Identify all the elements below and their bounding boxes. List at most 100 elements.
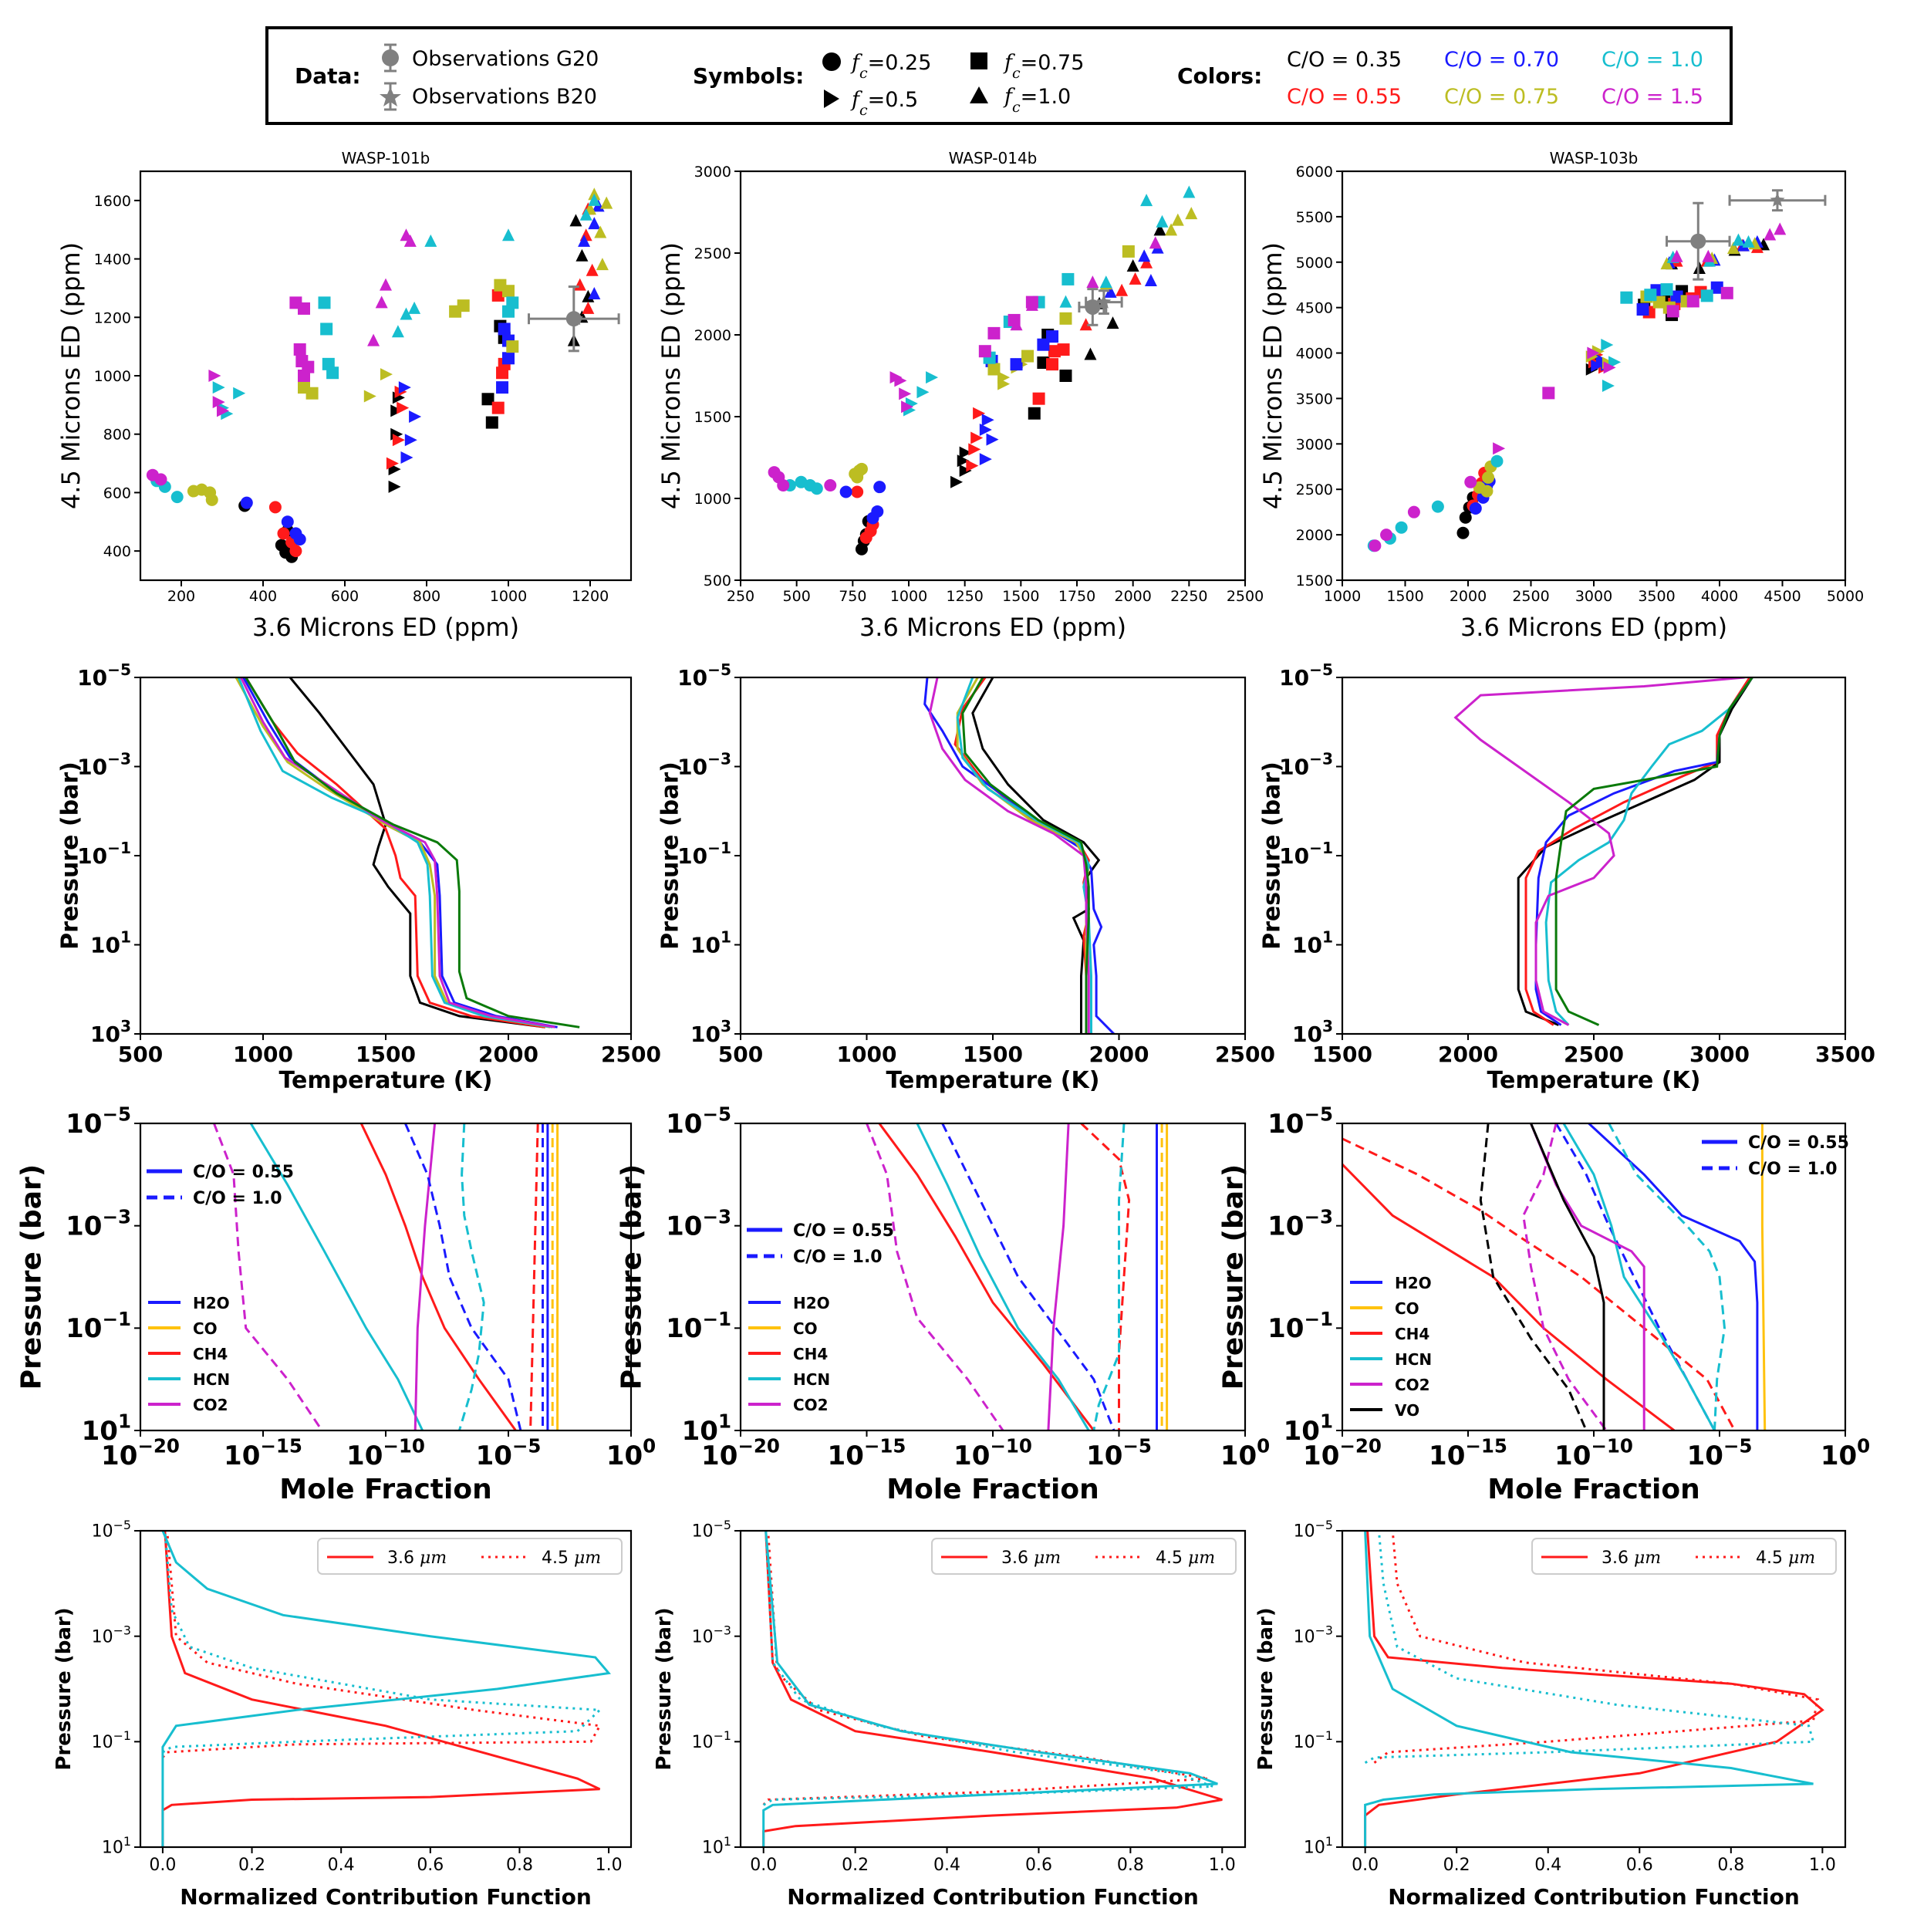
x-tick-label: 2500 [1215,1042,1275,1067]
data-point [1700,289,1713,302]
data-point [986,433,999,446]
y-axis-label: 4.5 Microns ED (ppm) [56,242,86,509]
legend-fc-025: fc=0.25 [850,51,931,82]
data-point [363,390,376,403]
axes-frame [739,1529,1247,1849]
data-point [1021,350,1035,363]
tick-exp: 0 [1857,1435,1870,1457]
cf-legend-label: 3.6 μm [1001,1549,1061,1568]
data-point [1702,249,1715,262]
tick-base: 10 [1279,843,1309,869]
tick-base: 10 [1687,1441,1723,1471]
x-tick-label: 1.0 [1809,1856,1836,1875]
series-line [212,1123,323,1430]
series-line [1479,1123,1588,1430]
chart-cf-103: 0.0 0.2 0.4 0.6 0.8 1.010−510−310−1101Normali… [1254,1518,1847,1910]
x-tick-label: 1250 [946,588,983,605]
data-point [573,278,586,291]
data-point [1369,539,1382,552]
species-legend-label: CO [1395,1299,1419,1318]
x-tick-label: 10−20 [701,1435,780,1471]
y-tick-label: 101 [82,1410,131,1447]
data-point [233,387,246,400]
chart-pt-101: 500 1000 1500 2000 250010−510−310−1101103Tem… [57,660,661,1094]
y-tick-label: 10−3 [666,1205,731,1241]
chart-ed-014: 250 500 750 1000 1250 1500 1750 2000 2250 2500500… [656,149,1264,642]
style-legend-label: C/O = 1.0 [793,1248,883,1267]
tick-exp: −1 [1309,839,1333,857]
y-tick-label: 103 [1292,1017,1333,1047]
y-axis-label: Pressure (bar) [1218,1164,1250,1390]
data-point [289,545,302,558]
tick-exp: −5 [1309,660,1333,679]
y-tick-label: 10−1 [1294,1728,1333,1752]
series-line [1522,1123,1608,1430]
tick-base: 10 [77,843,107,869]
series-line [1530,1123,1605,1430]
tick-exp: −20 [737,1435,780,1457]
data-point [586,263,599,276]
tick-exp: −3 [702,1205,731,1228]
tick-exp: −1 [1315,1728,1333,1743]
x-axis-label: Normalized Contribution Function [787,1884,1199,1910]
data-point [1153,223,1166,236]
legend-fc-05: fc=0.5 [850,88,918,119]
x-tick-label: 0.0 [750,1856,777,1875]
plot-area [1453,677,1753,1026]
tick-exp: 1 [123,1834,131,1849]
tick-exp: −1 [102,1308,131,1330]
chart-pt-014: 500 1000 1500 2000 250010−510−310−1101103Tem… [657,660,1275,1094]
x-tick-label: 10−5 [1086,1435,1152,1471]
x-axis-label: Temperature (K) [1487,1067,1701,1094]
y-tick-label: 103 [690,1017,731,1047]
tick-base: 10 [1303,1441,1339,1471]
x-tick-label: 0.8 [1117,1856,1144,1875]
tick-base: 10 [1220,1441,1257,1471]
data-point [1079,318,1092,331]
data-point [268,501,282,514]
tick-exp: −5 [707,660,731,679]
data-point [978,345,991,358]
data-point [578,234,591,247]
cf-legend-value: 3.6 [1001,1549,1034,1568]
symbol-square-icon [970,52,987,69]
tick-exp: −5 [714,1518,731,1532]
x-tick-label: 1.0 [1209,1856,1236,1875]
tick-base: 10 [77,665,107,691]
style-legend-label: C/O = 0.55 [193,1163,294,1182]
data-point [987,363,1001,376]
legend-obs-b20: Observations B20 [412,85,597,109]
plot-area [1367,189,1827,552]
data-point [970,431,984,444]
data-point [588,217,601,230]
tick-base: 10 [1554,1441,1591,1471]
tick-exp: −1 [702,1308,731,1330]
y-tick-label: 101 [1284,1410,1333,1447]
y-tick-label: 10−1 [666,1308,731,1344]
y-tick-label: 2000 [694,327,731,344]
y-tick-label: 1500 [694,409,731,426]
tick-base: 10 [1267,1313,1304,1344]
data-point [496,381,509,394]
tick-base: 10 [1267,1211,1304,1242]
tick-exp: −15 [1465,1435,1507,1457]
tick-exp: 1 [724,1834,731,1849]
x-tick-label: 10−10 [1554,1435,1633,1471]
y-tick-label: 10−3 [677,750,731,780]
data-point [1764,228,1777,241]
x-tick-label: 200 [167,588,195,605]
y-tick-label: 10−5 [1294,1518,1333,1542]
tick-exp: 1 [1325,1834,1333,1849]
tick-exp: −10 [383,1435,425,1457]
tick-exp: −1 [707,839,731,857]
x-tick-label: 750 [839,588,866,605]
y-tick-label: 2000 [1296,527,1333,544]
cf-legend-value: 4.5 [542,1549,574,1568]
series-line [1760,1123,1767,1430]
data-point [1670,290,1683,303]
data-point [400,307,413,320]
cf-legend-label: 3.6 μm [387,1549,447,1568]
data-point [1057,343,1070,356]
cf-legend-unit: μm [1634,1549,1661,1568]
series-line [1080,1123,1131,1430]
